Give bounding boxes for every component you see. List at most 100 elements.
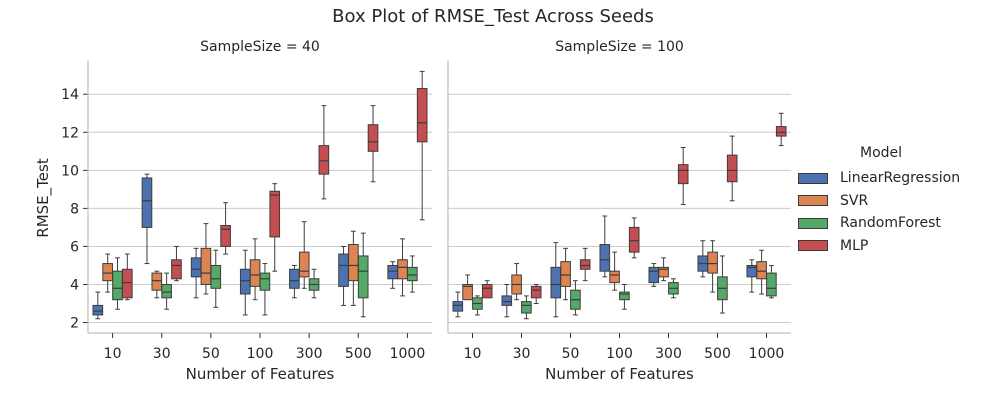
y-tick-label: 4 [70,277,79,293]
box-body [259,272,271,291]
box-body [357,255,369,299]
box-mlp-10 [481,280,493,299]
box-linearregression-500 [338,245,349,306]
x-tick-label: 50 [562,346,580,362]
box-body [501,295,513,306]
box-linearregression-50 [550,242,562,318]
box-mlp-30 [530,283,542,305]
box-linearregression-100 [599,215,611,278]
box-body [628,226,640,253]
box-mlp-10 [121,253,133,301]
legend-label: RandomForest [840,215,941,232]
box-mlp-1000 [416,70,428,221]
box-randomforest-50 [210,249,222,308]
x-tick-label: 50 [202,346,220,362]
box-randomforest-30 [161,272,172,310]
box-body [521,301,532,314]
box-body [210,264,222,289]
box-svr-30 [511,263,522,301]
box-body [560,261,571,287]
box-linearregression-30 [141,173,153,265]
box-body [462,283,473,301]
box-mlp-500 [367,105,379,183]
box-svr-30 [151,270,163,299]
x-tick-label: 100 [606,346,633,362]
x-tick-label: 100 [247,346,274,362]
box-svr-500 [348,230,359,306]
legend-swatch [798,195,828,207]
box-body [338,253,349,287]
x-tick-label: 30 [153,346,171,362]
legend-item-mlp: MLP [798,235,960,258]
box-body [200,247,212,285]
box-body [530,285,542,299]
box-mlp-500 [726,135,738,202]
box-svr-300 [298,221,310,289]
legend-label: SVR [840,192,869,209]
box-body [756,261,767,280]
x-tick-label: 10 [464,346,482,362]
y-tick-label: 10 [61,163,79,179]
box-svr-10 [102,253,113,293]
x-tick-label: 30 [513,346,531,362]
box-mlp-300 [318,105,330,200]
box-svr-100 [249,238,261,301]
box-body [239,268,251,295]
x-tick-label: 10 [104,346,122,362]
chart-legend: Model LinearRegression SVR RandomForest … [798,145,960,257]
box-svr-1000 [756,249,767,295]
box-body [658,266,669,278]
box-body [92,304,104,316]
box-svr-1000 [397,238,408,297]
box-linearregression-300 [648,263,660,287]
box-body [161,283,172,299]
x-tick-label: 500 [345,346,372,362]
box-body [367,124,379,152]
box-mlp-30 [171,245,182,282]
y-tick-label: 12 [61,125,79,141]
box-body [619,291,630,301]
y-axis-label: RMSE_Test [34,158,53,238]
panel-1: SampleSize = 40 2 4 6 8 10 12 14 10 30 50 100 300 500… [61,39,432,383]
box-randomforest-300 [308,268,320,299]
box-body [481,283,493,299]
box-linearregression-10 [452,291,464,318]
box-randomforest-100 [259,263,271,316]
box-svr-50 [200,223,212,295]
x-tick-label: 300 [296,346,323,362]
x-tick-label: 300 [655,346,682,362]
x-tick-label: 500 [704,346,731,362]
legend-swatch [798,172,828,184]
box-svr-500 [707,240,718,293]
box-svr-100 [609,251,620,291]
box-mlp-100 [628,217,640,259]
y-tick-label: 8 [70,201,79,217]
legend-item-svr: SVR [798,190,960,213]
box-body [452,301,464,312]
box-mlp-100 [269,183,281,272]
chart-title: Box Plot of RMSE_Test Across Seeds [332,6,654,27]
box-body [609,270,620,284]
box-linearregression-300 [289,264,300,299]
legend-label: LinearRegression [840,170,961,187]
box-body [579,259,591,270]
box-randomforest-30 [521,295,532,320]
box-body [550,266,562,299]
legend-item-randomforest: RandomForest [798,212,960,235]
box-body [171,259,182,280]
box-body [298,251,310,278]
x-axis-label: Number of Features [186,365,335,383]
legend-label: MLP [840,237,869,254]
box-randomforest-10 [112,257,123,310]
box-body [416,88,428,143]
box-body [151,272,163,291]
box-body [599,244,611,272]
box-body [141,177,153,228]
panel-title: SampleSize = 40 [200,39,320,55]
box-body [289,268,300,289]
y-tick-label: 6 [70,239,79,255]
box-body [220,225,231,247]
panel-title: SampleSize = 100 [555,39,684,55]
box-mlp-50 [579,247,591,282]
box-body [766,272,777,297]
